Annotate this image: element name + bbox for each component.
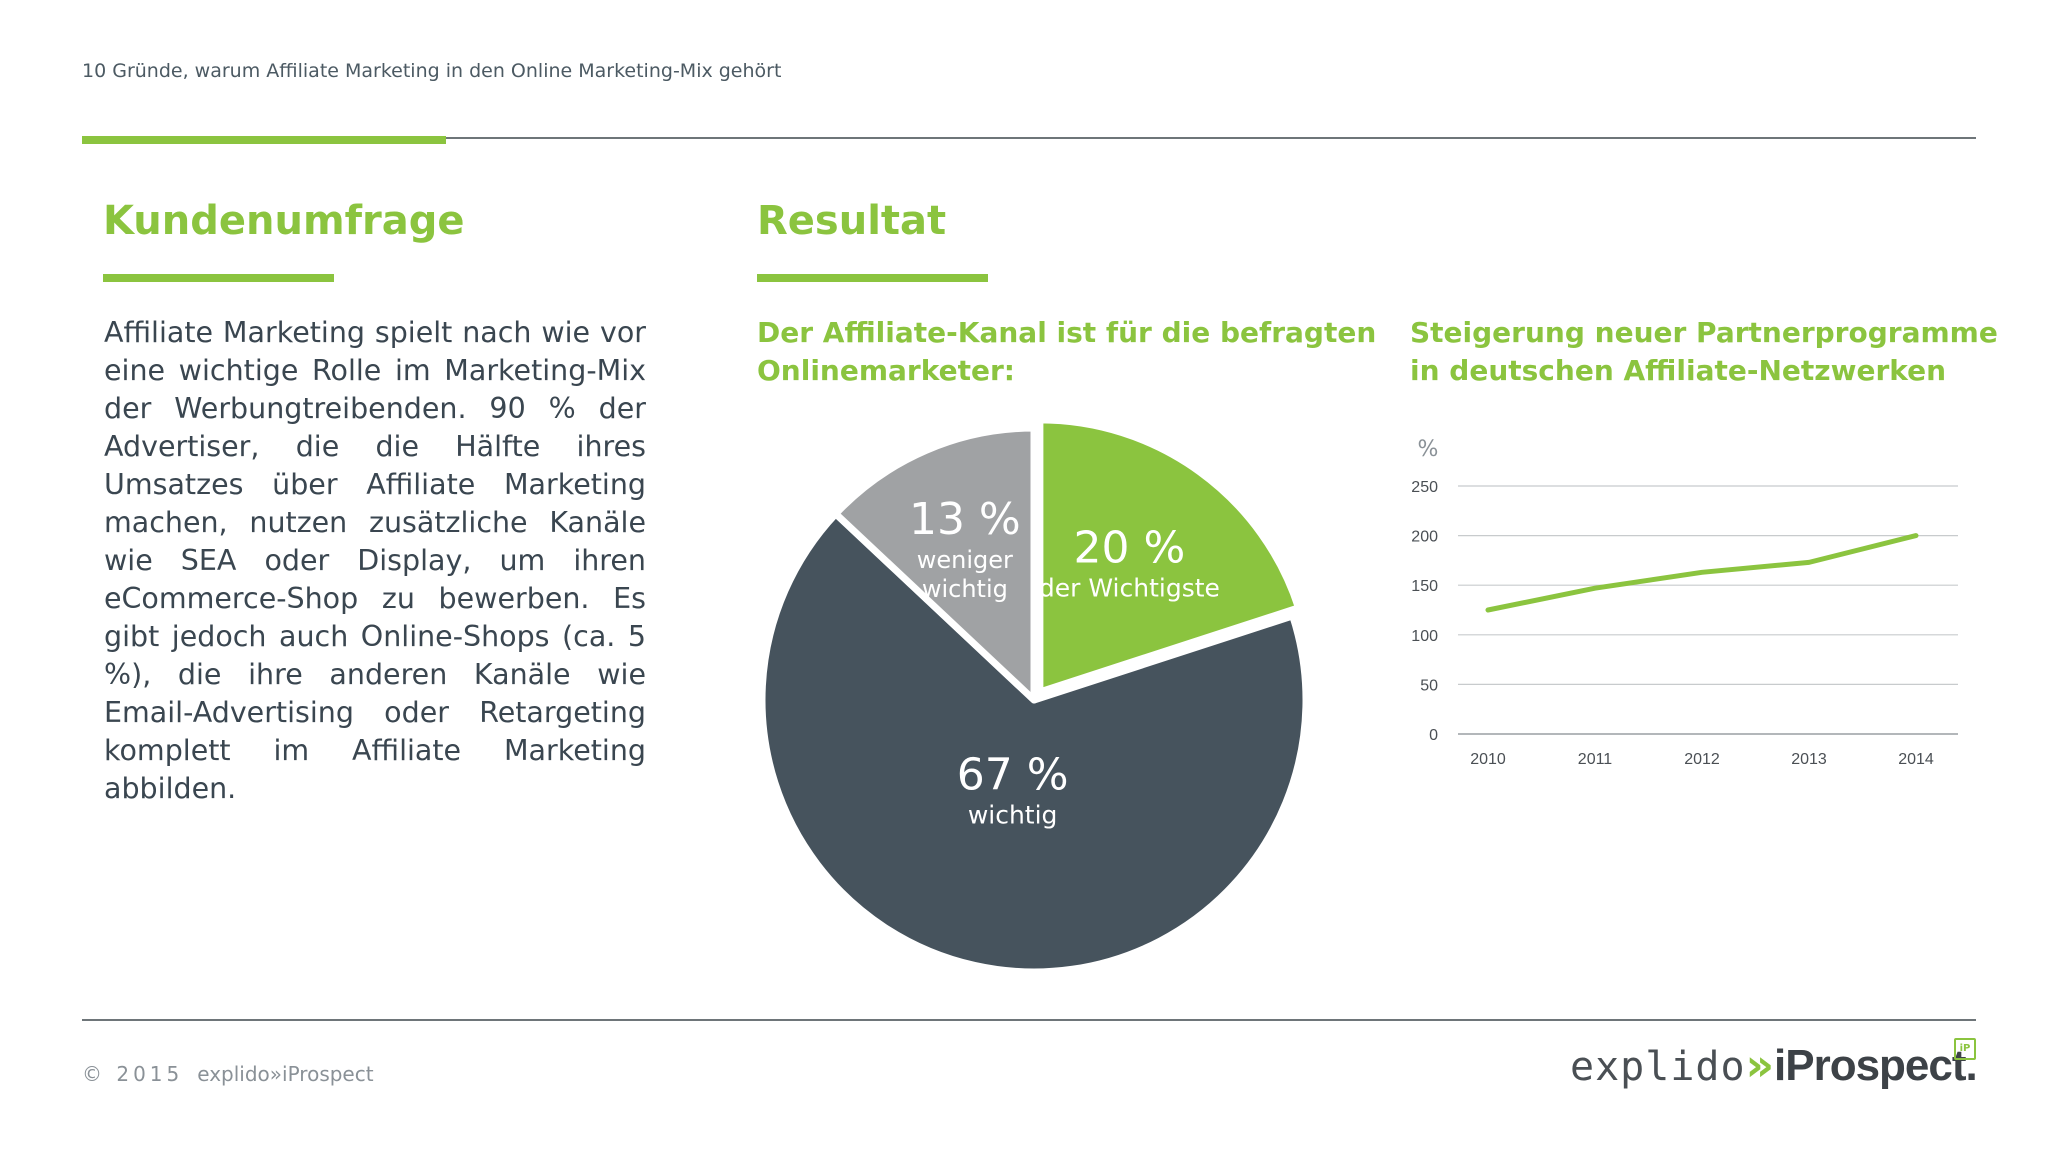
iprospect-mark-icon: iP	[1954, 1038, 1976, 1060]
section-underline-middle	[757, 274, 988, 282]
x-tick-label: 2014	[1898, 751, 1934, 768]
header-accent-bar	[82, 136, 446, 144]
x-tick-label: 2012	[1684, 751, 1720, 768]
pie-slice-category-label: wichtig	[968, 801, 1058, 830]
section-underline-left	[103, 274, 334, 282]
pie-slice	[1036, 416, 1303, 696]
x-tick-label: 2013	[1791, 751, 1827, 768]
copyright-company: explido»iProspect	[197, 1062, 374, 1086]
copyright-year: © 2015	[82, 1062, 184, 1086]
document-header-title: 10 Gründe, warum Affiliate Marketing in …	[82, 60, 782, 82]
section-title-resultat: Resultat	[757, 198, 947, 244]
logo-explido-text: explido	[1570, 1044, 1746, 1090]
series-line	[1485, 533, 1919, 613]
y-tick-label: 0	[1429, 727, 1438, 744]
y-tick-label: 200	[1411, 529, 1438, 546]
pie-chart-title: Der Affiliate-Kanal ist für die befragte…	[757, 316, 1377, 387]
explido-iprospect-logo: explido»iProspect.	[1570, 1040, 1978, 1100]
footer-copyright: © 2015 explido»iProspect	[82, 1062, 374, 1086]
y-tick-label: 50	[1420, 677, 1438, 694]
pie-slice	[832, 424, 1038, 704]
logo-separator: »	[1745, 1040, 1775, 1091]
pie-slice	[758, 510, 1310, 976]
x-tick-label: 2010	[1470, 751, 1506, 768]
footer-divider	[82, 1019, 1976, 1021]
y-axis-label: %	[1418, 437, 1439, 462]
section-title-kundenumfrage: Kundenumfrage	[103, 198, 465, 244]
pie-slice-value-label: 20 %	[1074, 523, 1186, 574]
line-chart: % 0 50 100 150 200 250 2010 2011 2012 2013 2014	[1411, 437, 1958, 768]
y-tick-label: 150	[1411, 578, 1438, 595]
x-tick-label: 2011	[1578, 751, 1613, 768]
y-tick-label: 250	[1411, 479, 1438, 496]
pie-slice-value-label: 67 %	[957, 750, 1069, 801]
header-divider	[82, 137, 1976, 139]
line-chart-title: Steigerung neuer Partnerprogramme in deu…	[1410, 316, 1998, 387]
survey-body-text: Affiliate Marketing spielt nach wie vor …	[104, 316, 646, 805]
pie-slice-category-label: wichtig	[922, 575, 1008, 603]
pie-slice-category-label: weniger	[917, 546, 1013, 574]
pie-slice-category-label: der Wichtigste	[1039, 574, 1220, 603]
y-tick-label: 100	[1411, 628, 1438, 645]
pie-slice-value-label: 13 %	[909, 494, 1021, 545]
logo-iprospect-text: iProspect.	[1774, 1041, 1978, 1090]
